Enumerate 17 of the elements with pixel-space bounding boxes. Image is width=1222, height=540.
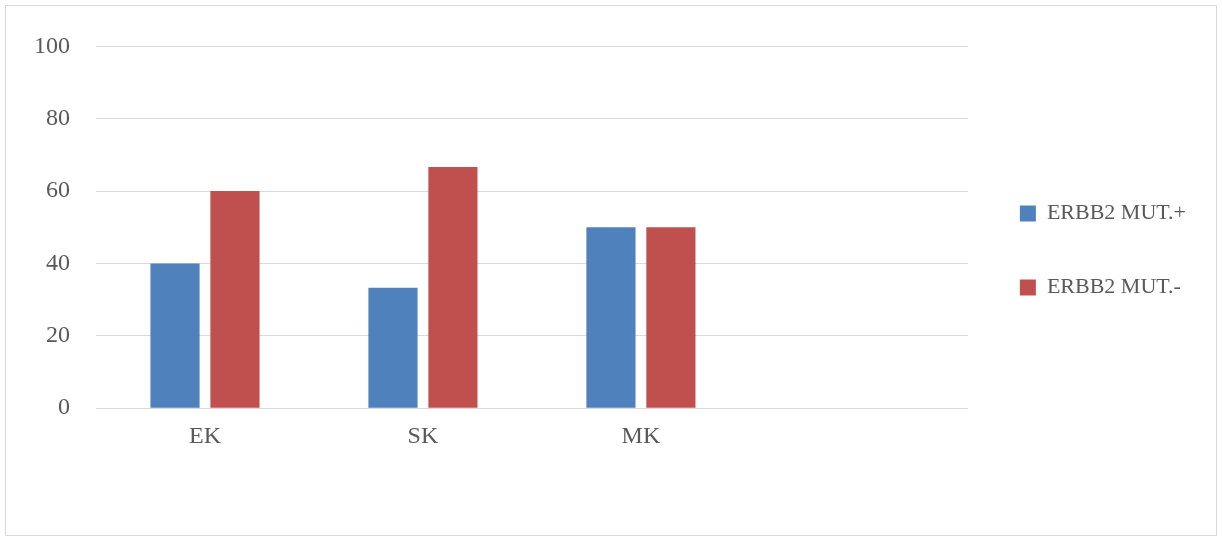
y-tick-label: 40	[46, 248, 70, 275]
x-tick-label: EK	[188, 421, 222, 448]
y-tick-label: 80	[46, 104, 70, 131]
y-tick-label: 100	[34, 31, 70, 58]
bar	[646, 227, 696, 408]
bar	[210, 191, 260, 408]
bar	[368, 287, 418, 408]
legend-label: ERBB2 MUT.+	[1046, 199, 1186, 225]
bar	[586, 227, 636, 408]
bar	[428, 166, 478, 408]
x-tick-label: SK	[407, 421, 439, 448]
x-tick-label: MK	[621, 421, 661, 448]
y-tick-label: 20	[46, 321, 70, 348]
y-tick-label: 0	[58, 393, 70, 420]
bar	[150, 263, 200, 408]
y-tick-label: 60	[46, 176, 70, 203]
legend-label: ERBB2 MUT.-	[1046, 273, 1181, 299]
